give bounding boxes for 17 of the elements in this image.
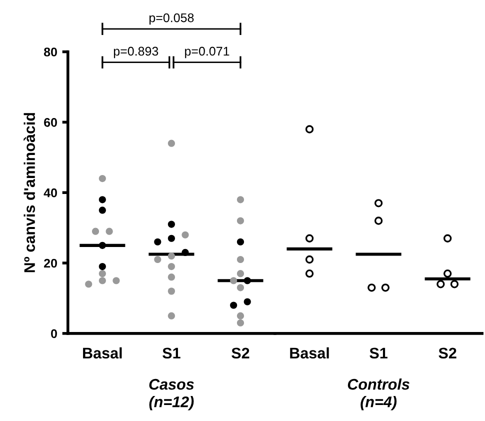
text: Casos (n=12)	[149, 378, 194, 410]
y-tick-label: 20	[44, 258, 57, 268]
x-tick-label: S2	[438, 348, 456, 359]
x-tick-label: Basal	[83, 347, 122, 359]
y-axis-title: Nº canvis d'aminoàcid	[24, 113, 36, 272]
y-tick-label: 0	[51, 329, 57, 338]
text: Controls (n=4)	[348, 378, 410, 410]
x-tick-label: Basal	[290, 347, 329, 359]
x-tick-label: S1	[370, 348, 388, 359]
text: p=0.058	[149, 13, 194, 25]
y-tick-label: 60	[44, 118, 57, 127]
annotation: p=0.893	[114, 46, 158, 58]
x-tick-label: S1	[162, 348, 180, 359]
y-tick-label: 40	[44, 188, 57, 198]
annotation: p=0.071	[185, 46, 230, 58]
x-tick-label: S2	[232, 348, 250, 359]
y-tick-label: 80	[44, 48, 57, 56]
